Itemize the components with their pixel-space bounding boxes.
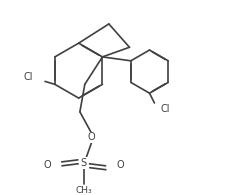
- Text: Cl: Cl: [160, 104, 170, 114]
- Text: O: O: [116, 160, 124, 170]
- Text: CH₃: CH₃: [76, 186, 92, 195]
- Text: O: O: [44, 160, 52, 170]
- Text: S: S: [81, 158, 87, 168]
- Text: O: O: [88, 132, 95, 142]
- Text: Cl: Cl: [24, 72, 33, 82]
